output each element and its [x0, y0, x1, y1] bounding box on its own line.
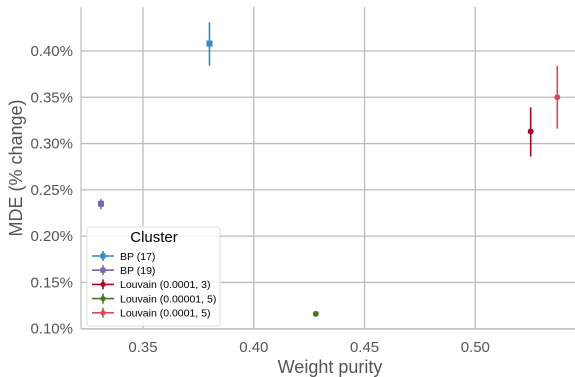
- point-marker: [100, 267, 106, 273]
- y-tick-label: 0.15%: [30, 274, 73, 291]
- data-marks: [97, 22, 561, 317]
- data-point: [206, 22, 213, 66]
- x-tick-label: 0.40: [239, 339, 268, 356]
- y-tick-label: 0.25%: [30, 182, 73, 199]
- y-axis-label: MDE (% change): [6, 99, 26, 236]
- point-marker: [527, 128, 534, 135]
- grid: [81, 7, 575, 330]
- y-tick-label: 0.30%: [30, 136, 73, 153]
- legend: Cluster BP (17) BP (19) Louvain (0.0001, 3…: [86, 226, 221, 327]
- legend-label: Louvain (0.00001, 5): [120, 293, 216, 305]
- y-tick-label: 0.35%: [30, 89, 73, 106]
- tick-labels: 0.35 0.40 0.45 0.50 0.10% 0.15% 0.20% 0.25% 0.30…: [30, 43, 489, 356]
- point-marker: [100, 310, 106, 316]
- y-tick-label: 0.10%: [30, 321, 73, 338]
- legend-title: Cluster: [130, 229, 178, 246]
- point-marker: [100, 296, 106, 302]
- legend-label: Louvain (0.0001, 3): [120, 279, 210, 291]
- y-tick-label: 0.40%: [30, 43, 73, 60]
- data-point: [554, 65, 561, 129]
- point-marker: [312, 310, 319, 317]
- legend-item: BP (17): [92, 251, 155, 263]
- point-marker: [100, 281, 106, 287]
- legend-label: BP (17): [120, 251, 155, 263]
- point-marker: [97, 200, 104, 207]
- x-tick-label: 0.45: [350, 339, 379, 356]
- data-point: [312, 310, 319, 317]
- legend-label: BP (19): [120, 265, 155, 277]
- data-point: [527, 107, 534, 157]
- legend-item: Louvain (0.00001, 5): [92, 293, 216, 305]
- point-marker: [554, 94, 561, 101]
- x-tick-label: 0.50: [461, 339, 490, 356]
- plot-frame: [80, 7, 575, 330]
- point-marker: [206, 40, 213, 47]
- x-tick-label: 0.35: [128, 339, 157, 356]
- data-point: [97, 199, 104, 210]
- legend-items: BP (17) BP (19) Louvain (0.0001, 3) Louvain…: [92, 251, 216, 320]
- y-tick-label: 0.20%: [30, 228, 73, 245]
- legend-item: BP (19): [92, 265, 155, 277]
- legend-box: [86, 226, 221, 327]
- legend-label: Louvain (0.0001, 5): [120, 308, 210, 320]
- x-axis-label: Weight purity: [278, 357, 383, 377]
- legend-item: Louvain (0.0001, 5): [92, 308, 210, 320]
- point-marker: [100, 253, 106, 259]
- legend-item: Louvain (0.0001, 3): [92, 279, 210, 291]
